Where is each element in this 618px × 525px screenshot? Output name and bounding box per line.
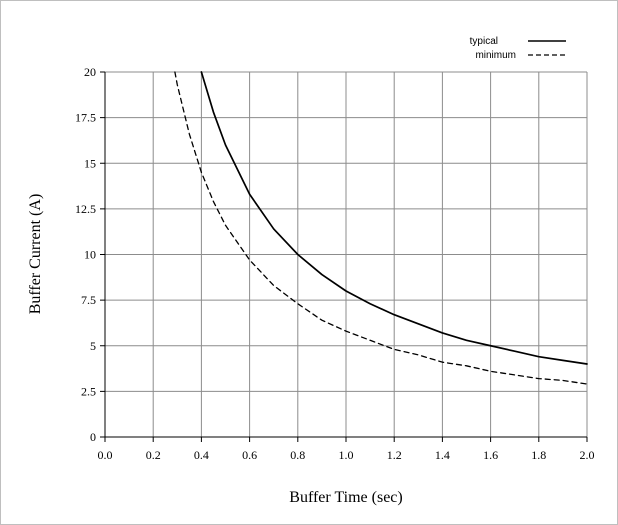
series-layer <box>174 71 588 385</box>
grid <box>104 71 588 438</box>
y-axis-title: Buffer Current (A) <box>27 194 44 315</box>
y-tick-label: 7.5 <box>81 293 96 307</box>
x-tick-label: 0.4 <box>194 448 209 462</box>
y-tick-label: 10 <box>84 248 96 262</box>
legend-label-minimum: minimum <box>475 50 516 61</box>
x-tick-label: 1.6 <box>483 448 498 462</box>
y-tick-labels: 0 2.5 5 7.5 10 12.5 15 17.5 20 <box>75 65 96 444</box>
x-tick-label: 0.0 <box>98 448 113 462</box>
x-tick-label: 2.0 <box>580 448 595 462</box>
series-line-minimum <box>174 71 588 385</box>
y-tick-label: 15 <box>84 156 96 170</box>
legend: typical minimum <box>470 36 566 61</box>
y-tick-label: 5 <box>90 339 96 353</box>
y-tick-label: 20 <box>84 65 96 79</box>
series-line-typical <box>200 71 588 365</box>
x-tick-label: 1.2 <box>387 448 402 462</box>
x-axis-title: Buffer Time (sec) <box>289 489 402 506</box>
x-tick-label: 0.2 <box>146 448 161 462</box>
y-tick-label: 2.5 <box>81 384 96 398</box>
x-tick-label: 1.4 <box>435 448 450 462</box>
axes <box>100 71 588 442</box>
y-tick-label: 12.5 <box>75 202 96 216</box>
x-tick-labels: 0.0 0.2 0.4 0.6 0.8 1.0 1.2 1.4 1.6 1.8 2.0 <box>98 448 595 462</box>
x-tick-label: 0.8 <box>290 448 305 462</box>
y-tick-label: 0 <box>90 430 96 444</box>
x-tick-label: 1.0 <box>339 448 354 462</box>
x-tick-label: 0.6 <box>242 448 257 462</box>
x-tick-label: 1.8 <box>531 448 546 462</box>
legend-label-typical: typical <box>470 36 498 47</box>
y-tick-label: 17.5 <box>75 111 96 125</box>
